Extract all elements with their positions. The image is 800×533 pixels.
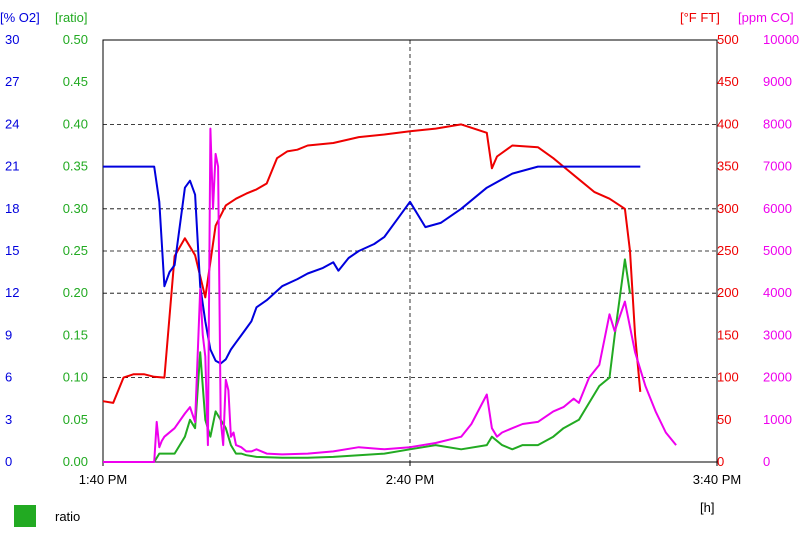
co-tick-label: 9000 bbox=[763, 74, 792, 89]
tick-labels: 0 3 6 9 12 15 18 21 24 27 30 0.00 0.05 0.10 0.15 0.20 0.… bbox=[5, 32, 799, 487]
o2-tick-label: 21 bbox=[5, 159, 19, 174]
ft-tick-label: 350 bbox=[717, 159, 739, 174]
ft-tick-label: 450 bbox=[717, 74, 739, 89]
ratio-tick-label: 0.10 bbox=[63, 370, 88, 385]
co-axis-label: [ppm CO] bbox=[738, 10, 794, 25]
ft-tick-label: 50 bbox=[717, 412, 731, 427]
ft-tick-label: 200 bbox=[717, 285, 739, 300]
x-tick-label: 2:40 PM bbox=[386, 472, 434, 487]
ratio-series-line bbox=[103, 258, 631, 463]
ft-tick-label: 300 bbox=[717, 201, 739, 216]
ft-tick-label: 100 bbox=[717, 370, 739, 385]
ft-tick-label: 400 bbox=[717, 116, 739, 131]
ratio-tick-label: 0.05 bbox=[63, 412, 88, 427]
o2-tick-label: 9 bbox=[5, 327, 12, 342]
o2-tick-label: 3 bbox=[5, 412, 12, 427]
legend-swatch bbox=[14, 505, 36, 527]
ratio-tick-label: 0.30 bbox=[63, 201, 88, 216]
co-tick-label: 2000 bbox=[763, 370, 792, 385]
o2-tick-label: 24 bbox=[5, 116, 19, 131]
legend-label: ratio bbox=[55, 509, 80, 524]
co-tick-label: 10000 bbox=[763, 32, 799, 47]
ft-tick-label: 0 bbox=[717, 454, 724, 469]
o2-tick-label: 12 bbox=[5, 285, 19, 300]
ratio-tick-label: 0.50 bbox=[63, 32, 88, 47]
o2-tick-label: 27 bbox=[5, 74, 19, 89]
co-tick-label: 0 bbox=[763, 454, 770, 469]
co-tick-label: 7000 bbox=[763, 159, 792, 174]
o2-axis-label: [% O2] bbox=[0, 10, 40, 25]
o2-tick-label: 15 bbox=[5, 243, 19, 258]
x-tick-label: 1:40 PM bbox=[79, 472, 127, 487]
ft-tick-label: 150 bbox=[717, 327, 739, 342]
co-tick-label: 6000 bbox=[763, 201, 792, 216]
co-tick-label: 3000 bbox=[763, 327, 792, 342]
grid bbox=[103, 40, 717, 462]
ratio-tick-label: 0.45 bbox=[63, 74, 88, 89]
series-layer bbox=[102, 123, 677, 463]
co-tick-label: 4000 bbox=[763, 285, 792, 300]
o2-tick-label: 6 bbox=[5, 370, 12, 385]
co-tick-label: 1000 bbox=[763, 412, 792, 427]
co-series-line bbox=[103, 127, 677, 463]
ft-series-line bbox=[102, 123, 642, 404]
ft-axis-label: [°F FT] bbox=[680, 10, 720, 25]
x-axis-unit: [h] bbox=[700, 500, 714, 515]
o2-tick-label: 18 bbox=[5, 201, 19, 216]
o2-tick-label: 30 bbox=[5, 32, 19, 47]
ratio-tick-label: 0.40 bbox=[63, 116, 88, 131]
ratio-axis-label: [ratio] bbox=[55, 10, 88, 25]
co-tick-label: 8000 bbox=[763, 116, 792, 131]
ratio-tick-label: 0.00 bbox=[63, 454, 88, 469]
co-tick-label: 5000 bbox=[763, 243, 792, 258]
ratio-tick-label: 0.35 bbox=[63, 159, 88, 174]
x-tick-label: 3:40 PM bbox=[693, 472, 741, 487]
ft-tick-label: 500 bbox=[717, 32, 739, 47]
ratio-tick-label: 0.15 bbox=[63, 327, 88, 342]
ratio-tick-label: 0.25 bbox=[63, 243, 88, 258]
o2-series-line bbox=[103, 165, 641, 365]
ratio-tick-label: 0.20 bbox=[63, 285, 88, 300]
ft-tick-label: 250 bbox=[717, 243, 739, 258]
o2-tick-label: 0 bbox=[5, 454, 12, 469]
